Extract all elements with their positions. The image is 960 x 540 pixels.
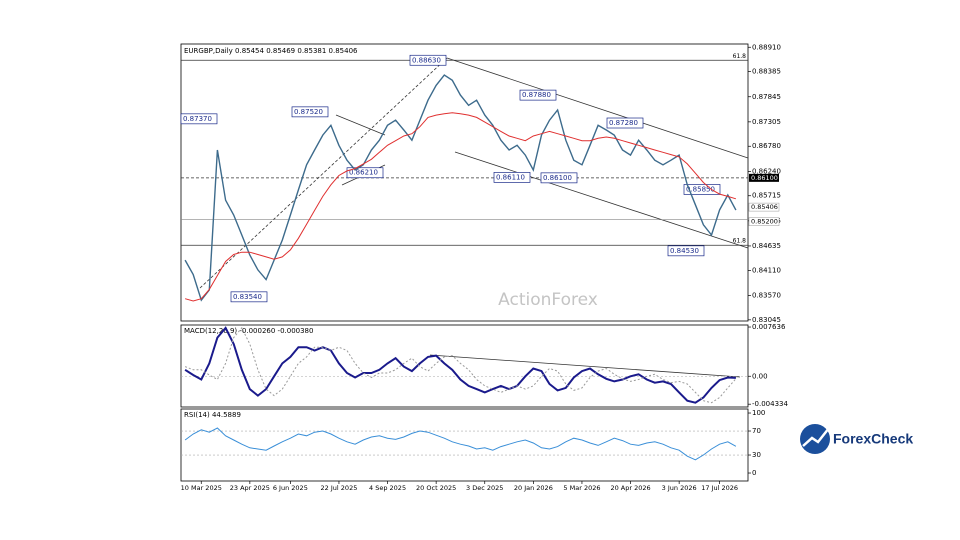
- rsi-title: RSI(14) 44.5889: [184, 411, 241, 419]
- x-tick-label: 20 Jan 2026: [514, 484, 553, 492]
- annotation-box: [606, 117, 644, 129]
- annotation-box: [493, 172, 531, 183]
- x-tick-label: 3 Jun 2026: [662, 484, 697, 492]
- x-tick-label: 5 Mar 2026: [563, 484, 600, 492]
- annotation-box: [291, 106, 329, 118]
- series-line: [184, 112, 737, 302]
- annotation-box: [180, 113, 218, 125]
- macd-panel: [180, 324, 749, 408]
- price-label-box: [749, 173, 779, 182]
- annotation-label: 0.86210: [349, 169, 378, 177]
- x-tick-label: 17 Jul 2026: [701, 484, 738, 492]
- price-panel: [180, 43, 749, 322]
- y-tick-label: 100: [752, 409, 765, 417]
- y-tick-label: -0.004334: [752, 400, 788, 408]
- brand-logo: ForexCheck: [800, 424, 913, 454]
- series-line: [184, 427, 737, 461]
- y-tick-label: 0.84635: [752, 242, 781, 250]
- x-tick-label: 23 Apr 2025: [230, 484, 270, 492]
- dashed-trend: [199, 57, 448, 289]
- series-line: [184, 326, 737, 404]
- annotation-label: 0.87370: [183, 115, 212, 123]
- y-tick-label: 30: [752, 451, 761, 459]
- y-tick-label: 0.00: [752, 372, 768, 380]
- price-label: 0.86100: [751, 174, 778, 182]
- price-label-box: [748, 217, 780, 226]
- annotation-box: [519, 89, 557, 101]
- annotation-label: 0.87520: [294, 108, 323, 116]
- channel-lower: [454, 151, 749, 249]
- y-tick-label: 0.87845: [752, 93, 781, 101]
- annotation-label: 0.84530: [670, 247, 699, 255]
- y-tick-label: 0.84110: [752, 266, 781, 274]
- y-tick-label: 0.87305: [752, 118, 781, 126]
- annotation-label: 0.88630: [412, 56, 441, 64]
- x-tick-label: 6 Jun 2025: [273, 484, 308, 492]
- trend-lines: [199, 57, 749, 378]
- y-tick-label: 0.86240: [752, 167, 781, 175]
- series-line: [184, 326, 736, 404]
- annotation-box: [346, 167, 384, 179]
- annotation-box: [667, 245, 705, 257]
- level-label: 61.8: [733, 53, 747, 60]
- logo-arrow: [802, 427, 830, 447]
- price-label: 0.85406: [751, 203, 778, 211]
- macd-trend: [429, 354, 741, 378]
- channel-upper: [446, 57, 749, 159]
- rsi-panel: [180, 408, 749, 482]
- macd-title: MACD(12,26,9) -0.000260 -0.000380: [184, 327, 313, 335]
- x-tick-label: 20 Oct 2025: [416, 484, 456, 492]
- watermark: ActionForex: [498, 290, 598, 310]
- x-tick-label: 20 Apr 2026: [610, 484, 650, 492]
- brand-name: ForexCheck: [833, 431, 913, 447]
- annotation-box: [230, 291, 268, 303]
- annotation-label: 0.83540: [233, 293, 262, 301]
- level-label: 61.8: [733, 238, 747, 245]
- annotation-label: 0.85850: [686, 185, 715, 193]
- y-tick-label: 0.007636: [752, 323, 786, 331]
- triangle-upper: [335, 114, 386, 136]
- y-tick-label: 0.83045: [752, 316, 781, 324]
- x-tick-label: 10 Mar 2025: [181, 484, 222, 492]
- annotation-label: 0.86100: [543, 174, 572, 182]
- annotation-box: [683, 184, 721, 195]
- annotation-label: 0.87880: [522, 91, 551, 99]
- price-label: 0.85200: [751, 218, 778, 226]
- annotation-label: 0.87280: [609, 119, 638, 127]
- annotation-label: 0.86110: [496, 173, 525, 181]
- x-tick-label: 4 Sep 2025: [369, 484, 406, 492]
- annotation-box: [409, 54, 447, 66]
- y-tick-label: 0.88910: [752, 43, 781, 51]
- chart-title: EURGBP,Daily 0.85454 0.85469 0.85381 0.8…: [184, 47, 358, 55]
- x-tick-label: 3 Dec 2025: [466, 484, 503, 492]
- y-tick-label: 0.83570: [752, 291, 781, 299]
- x-tick-label: 22 Jul 2025: [321, 484, 358, 492]
- annotation-box: [540, 172, 578, 184]
- panel-frames: [180, 43, 749, 482]
- y-tick-label: 0: [752, 469, 756, 477]
- y-tick-label: 0.85715: [752, 192, 781, 200]
- price-label-box: [748, 202, 780, 212]
- y-tick-label: 0.88385: [752, 68, 781, 76]
- y-tick-label: 70: [752, 427, 761, 435]
- y-tick-label: 0.86780: [752, 142, 781, 150]
